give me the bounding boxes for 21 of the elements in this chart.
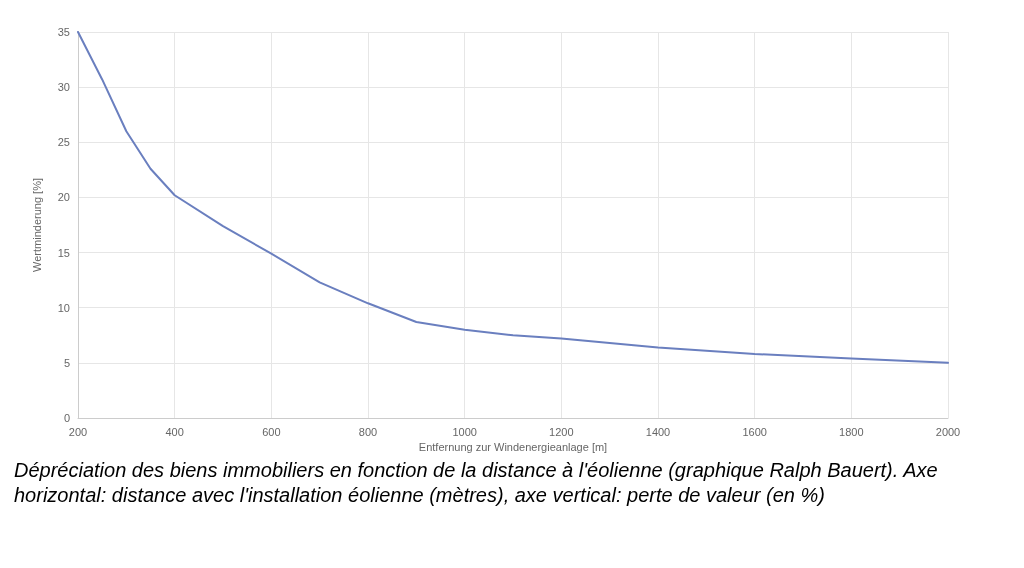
x-tick-label: 1400 [645, 425, 671, 438]
y-tick-label: 10 [57, 301, 70, 314]
x-tick-label: 800 [358, 425, 378, 438]
text: Dépréciation des biens immobiliers en fonction de la distance à l'éolienne (graphique Ralph Bauert). Axe horizontal: distance avec l'installation éolienne (mètres), axe vertical: perte de valeur (en %) [13, 458, 939, 508]
x-axis-title: Entfernung zur Windenergieanlage [m] [418, 441, 608, 454]
y-tick-label: 30 [57, 81, 70, 94]
y-axis-title: Wertminderung [%] [30, 178, 43, 272]
y-tick-label: 5 [63, 356, 70, 369]
x-tick-label: 1600 [742, 425, 767, 438]
x-tick-label: 400 [165, 425, 184, 438]
x-tick-label: 1200 [549, 425, 574, 438]
x-tick-label: 1000 [452, 425, 477, 438]
y-tick-label: 25 [57, 136, 70, 149]
x-tick-label: 2000 [935, 425, 961, 438]
y-tick-label: 35 [57, 26, 70, 38]
x-tick-label: 600 [262, 425, 281, 438]
x-tick-label: 200 [68, 425, 88, 438]
x-tick-label: 1800 [839, 425, 864, 438]
y-tick-label: 20 [57, 191, 70, 204]
y-tick-label: 0 [63, 412, 70, 424]
y-tick-label: 15 [57, 246, 70, 259]
